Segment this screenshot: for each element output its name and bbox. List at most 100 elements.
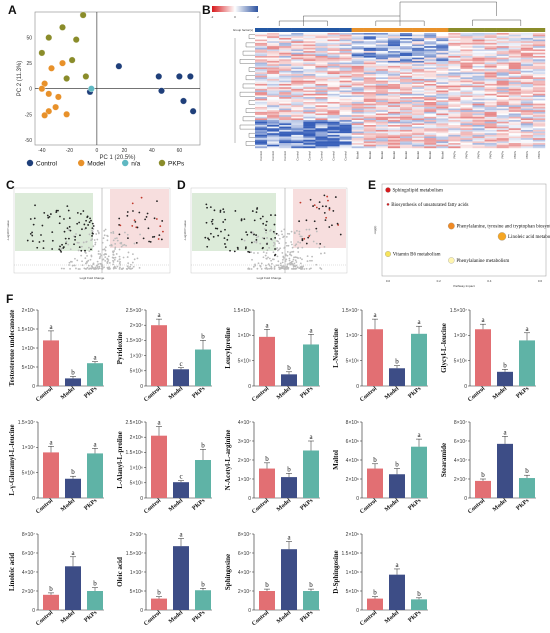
heatmap-cell (436, 106, 449, 109)
data-point (31, 231, 33, 234)
data-point (132, 210, 134, 212)
data-point (118, 255, 121, 258)
heatmap-cell (279, 115, 292, 117)
heatmap-cell (472, 115, 485, 117)
heatmap-cell (508, 123, 522, 126)
heatmap-cell (279, 44, 292, 47)
heatmap-cell (375, 120, 389, 122)
heatmap-cell (255, 74, 268, 76)
heatmap-cell (363, 42, 377, 45)
heatmap-cell (291, 141, 304, 144)
heatmap-cell (375, 59, 389, 62)
heatmap-cell (532, 115, 546, 117)
heatmap-cell (436, 105, 449, 108)
heatmap-cell (291, 85, 304, 88)
heatmap-cell (520, 56, 534, 58)
heatmap-cell (255, 116, 268, 119)
heatmap-cell (267, 56, 280, 58)
heatmap-cell (424, 75, 437, 78)
data-point (274, 248, 276, 250)
heatmap-cell (448, 49, 461, 52)
bar (259, 591, 275, 610)
data-point (140, 196, 143, 199)
data-point (299, 262, 302, 265)
heatmap-cell (267, 70, 280, 73)
heatmap-cell (436, 146, 449, 149)
heatmap-cell (400, 74, 413, 76)
heatmap-cell (363, 46, 377, 48)
heatmap-cell (255, 136, 268, 139)
heatmap-cell (255, 33, 268, 35)
heatmap-cell (339, 90, 352, 93)
data-point (270, 265, 273, 268)
heatmap-cell (303, 51, 316, 53)
heatmap-cell (460, 42, 473, 45)
heatmap-cell (279, 97, 292, 99)
data-point (291, 251, 293, 253)
heatmap-cell (424, 128, 437, 131)
data-point (295, 261, 298, 263)
data-point (97, 263, 100, 266)
data-point (261, 215, 264, 218)
heatmap-cell (472, 47, 485, 50)
data-point (133, 242, 136, 245)
heatmap-cell (412, 95, 425, 98)
y-tick-label: 2×10⁷ (454, 477, 467, 483)
data-point (88, 250, 91, 253)
heatmap-cell (291, 46, 304, 48)
heatmap-cell (327, 143, 340, 145)
category-label: PKPs (515, 386, 530, 400)
heatmap-cell (472, 87, 485, 90)
heatmap-cell (472, 44, 485, 47)
heatmap-cell (400, 64, 413, 67)
heatmap-cell (412, 65, 425, 68)
heatmap-cell (436, 125, 449, 127)
heatmap-cell (351, 108, 364, 111)
heatmap-cell (279, 100, 292, 103)
heatmap-cell (436, 102, 449, 104)
heatmap-cell (303, 64, 316, 67)
metabolite-name: Sphingosine (224, 554, 232, 590)
y-tick-label: 1.5×10⁶ (18, 327, 36, 333)
heatmap-cell (532, 138, 546, 140)
heatmap-cell (387, 106, 401, 109)
heatmap-cell (532, 98, 546, 101)
data-point (52, 103, 59, 111)
data-point (310, 267, 312, 270)
y-tick-label: 1×10⁷ (454, 333, 467, 339)
heatmap-cell (279, 83, 292, 86)
data-point (147, 227, 150, 230)
heatmap-cell (375, 85, 389, 88)
data-point (85, 219, 87, 222)
heatmap-cell (472, 121, 485, 124)
data-point (267, 263, 270, 266)
heatmap-cell (484, 57, 497, 60)
significance-letter: a (373, 311, 377, 319)
data-point (253, 233, 255, 236)
bar-panel: Oleic acid05×10⁶1×10⁷1.5×10⁷2×10⁷bContro… (116, 531, 212, 627)
heatmap-cell (484, 67, 497, 70)
bar (87, 453, 103, 498)
heatmap-cell (303, 82, 316, 85)
heatmap-cell (424, 49, 437, 52)
column-label: Control (307, 151, 311, 161)
heatmap-cell (532, 60, 546, 63)
heatmap-cell (267, 146, 280, 149)
heatmap-cell (315, 39, 328, 42)
data-point (119, 224, 122, 227)
heatmap-cell (351, 113, 364, 116)
heatmap-cell (424, 39, 437, 42)
heatmap-cell (303, 129, 316, 132)
heatmap-cell (472, 110, 485, 113)
heatmap-cell (436, 62, 449, 65)
heatmap-cell (520, 144, 534, 147)
legend-label: n/a (131, 161, 140, 168)
data-point (98, 265, 101, 268)
heatmap-cell (436, 87, 449, 90)
heatmap-cell (484, 136, 497, 139)
bar-panel: Stearamide02×10⁷4×10⁷6×10⁷8×10⁷bControla… (440, 420, 536, 515)
heatmap-cell (520, 138, 534, 140)
heatmap-cell (279, 111, 292, 114)
heatmap-cell (387, 39, 401, 42)
